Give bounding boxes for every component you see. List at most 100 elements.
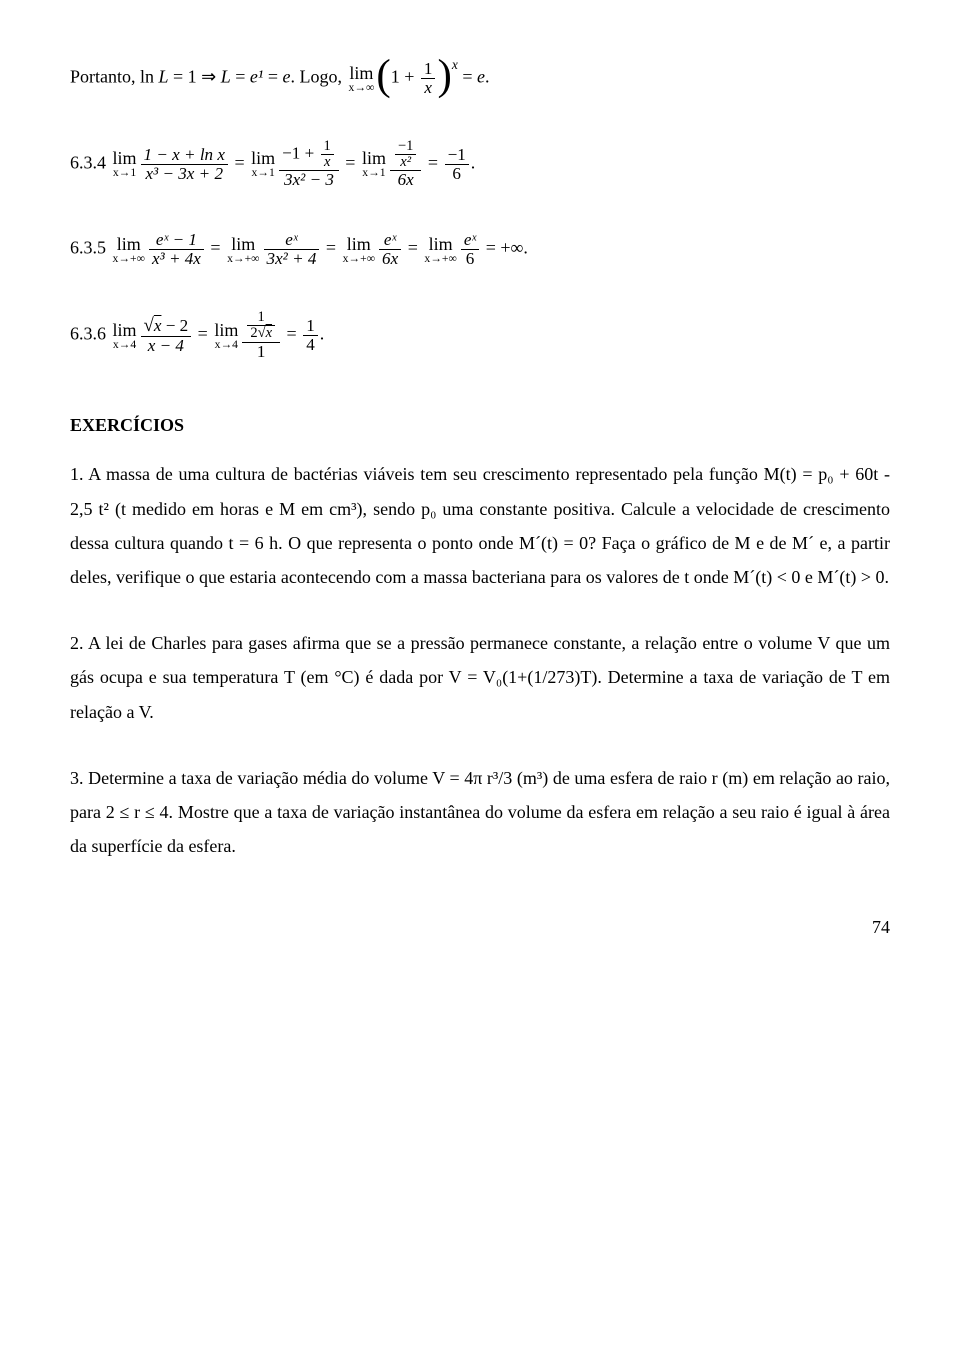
eq: = (287, 324, 302, 344)
fraction: −1x² 6x (390, 139, 421, 189)
text: . Logo, (290, 67, 346, 87)
frac-den: x³ − 3x + 2 (141, 164, 228, 183)
lim-top: lim (214, 321, 238, 339)
lim-sub: x→+∞ (343, 253, 375, 265)
exercicios-heading: EXERCÍCIOS (70, 411, 890, 440)
page-number: 74 (70, 913, 890, 942)
frac-num: 12√x (242, 310, 280, 342)
fraction: eˣ3x² + 4 (264, 231, 320, 268)
fraction: 14 (303, 317, 318, 354)
rhs: = +∞. (481, 238, 528, 258)
n: 1 (247, 310, 275, 325)
n: 1 (303, 317, 318, 335)
fraction: √x − 2 x − 4 (141, 316, 192, 355)
frac-den: 6 (445, 164, 469, 183)
exercise-3: 3. Determine a taxa de variação média do… (70, 761, 890, 864)
lim-block: limx→∞ (348, 64, 374, 94)
fraction: 1x (421, 60, 436, 97)
eq: = (210, 238, 225, 258)
inner-fraction: 12√x (247, 310, 275, 342)
intro-math-line: Portanto, ln L = 1 ⇒ L = e¹ = e. Logo, l… (70, 60, 890, 97)
lim-block: limx→+∞ (424, 235, 456, 265)
n: eˣ (379, 231, 401, 249)
example-636: 6.3.6 limx→4 √x − 2 x − 4 = limx→4 12√x … (70, 310, 890, 360)
sqrt-arg: x (266, 325, 272, 341)
d: x² (395, 154, 416, 170)
fraction: −16 (445, 146, 469, 183)
lim-top: lim (348, 64, 374, 82)
lim-top: lim (343, 235, 375, 253)
n: eˣ − 1 (149, 231, 204, 249)
lim-top: lim (113, 321, 137, 339)
fraction: eˣ − 1x³ + 4x (149, 231, 204, 268)
inner-fraction: 1x (321, 139, 334, 171)
eq: = (345, 152, 360, 172)
dot: . (471, 152, 476, 172)
lim-top: lim (113, 149, 137, 167)
inner-fraction: −1x² (395, 139, 416, 171)
lim-sub: x→1 (113, 167, 137, 179)
lim-sub: x→4 (214, 339, 238, 351)
label: 6.3.5 (70, 238, 111, 258)
frac-num: −1x² (390, 139, 421, 171)
lim-block: limx→4 (214, 321, 238, 351)
label: 6.3.4 (70, 152, 111, 172)
text: = 1 ⇒ (169, 67, 221, 87)
lim-sub: x→+∞ (424, 253, 456, 265)
eq: = (408, 238, 423, 258)
frac-den: x − 4 (141, 336, 192, 355)
d: 3x² + 4 (264, 249, 320, 268)
lim-block: limx→+∞ (227, 235, 259, 265)
superscript-x: x (452, 54, 458, 76)
lim-sub: x→4 (113, 339, 137, 351)
lim-block: limx→+∞ (343, 235, 375, 265)
example-634: 6.3.4 limx→11 − x + ln xx³ − 3x + 2 = li… (70, 139, 890, 189)
lim-top: lim (362, 149, 386, 167)
lim-sub: x→∞ (348, 82, 374, 94)
fraction: eˣ6x (379, 231, 401, 268)
lim-sub: x→1 (251, 167, 275, 179)
d: 6 (461, 249, 479, 268)
d: x (321, 154, 334, 170)
frac-num: 1 (421, 60, 436, 78)
right-paren-icon: ) (437, 59, 451, 94)
lim-top: lim (424, 235, 456, 253)
text: = (263, 67, 282, 87)
sym-L: L (159, 67, 169, 87)
text: = (458, 67, 477, 87)
n: 1 (321, 139, 334, 154)
lim-block: limx→+∞ (113, 235, 145, 265)
lim-top: lim (113, 235, 145, 253)
example-635: 6.3.5 limx→+∞eˣ − 1x³ + 4x = limx→+∞eˣ3x… (70, 231, 890, 268)
eq: = (198, 324, 213, 344)
sym-e1: e¹ (250, 67, 263, 87)
frac-num: −1 + 1x (279, 139, 339, 171)
text: = (231, 67, 250, 87)
frac-den: 6x (390, 170, 421, 189)
exercise-1: 1. A massa de uma cultura de bactérias v… (70, 457, 890, 594)
d: x³ + 4x (149, 249, 204, 268)
lim-block: limx→1 (362, 149, 386, 179)
frac-num: −1 (445, 146, 469, 164)
fraction: −1 + 1x 3x² − 3 (279, 139, 339, 189)
d: 6x (379, 249, 401, 268)
eq: = (428, 152, 443, 172)
frac-num: 1 − x + ln x (141, 146, 228, 164)
txt: − 2 (161, 316, 188, 335)
lim-top: lim (227, 235, 259, 253)
fraction: 12√x 1 (242, 310, 280, 360)
exercise-2: 2. A lei de Charles para gases afirma qu… (70, 626, 890, 729)
lim-top: lim (251, 149, 275, 167)
n: −1 (395, 139, 416, 154)
n: eˣ (461, 231, 479, 249)
lim-sub: x→+∞ (227, 253, 259, 265)
lim-sub: x→+∞ (113, 253, 145, 265)
lim-block: limx→1 (251, 149, 275, 179)
frac-den: x (421, 78, 436, 97)
d: 4 (303, 335, 318, 354)
text: Portanto, ln (70, 67, 159, 87)
eq: = (326, 238, 341, 258)
fraction: eˣ6 (461, 231, 479, 268)
eq: = (234, 152, 249, 172)
sym-e: e (477, 67, 485, 87)
